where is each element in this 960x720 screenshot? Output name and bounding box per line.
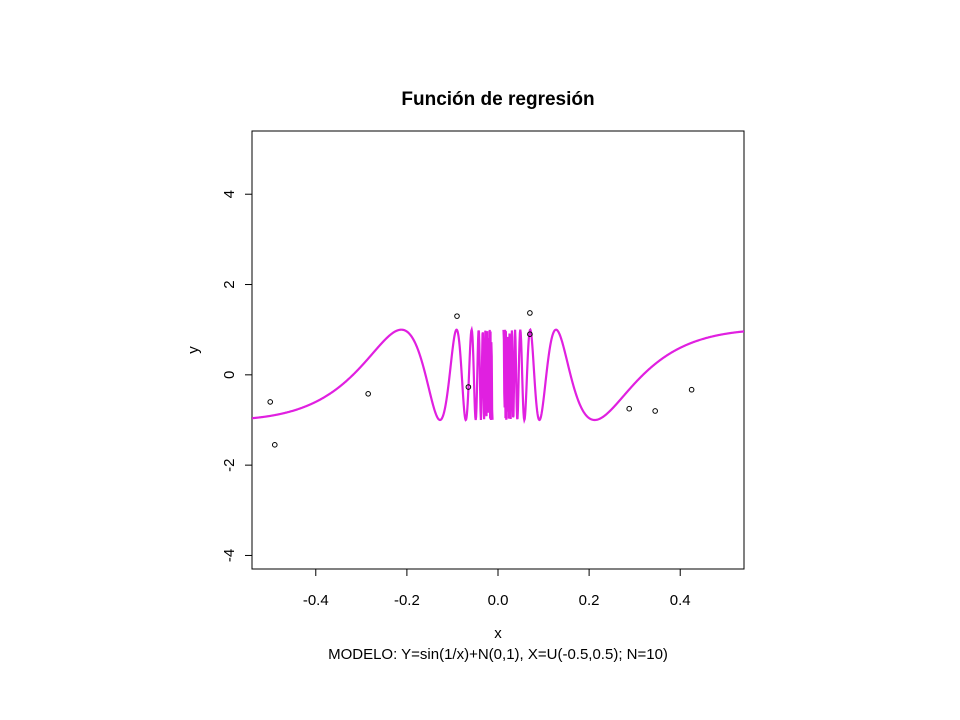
chart-title: Función de regresión: [401, 89, 594, 110]
regression-curve: [252, 325, 744, 425]
y-tick-label: -2: [221, 458, 238, 471]
plot-area-frame: [251, 130, 745, 570]
y-tick-label: 0: [221, 371, 238, 379]
x-tick-label: -0.2: [394, 592, 420, 609]
x-axis-label: x: [494, 625, 502, 642]
data-point: [454, 313, 460, 319]
data-point: [626, 405, 633, 412]
data-point: [465, 384, 472, 390]
x-tick-label: 0.2: [579, 592, 600, 609]
data-point: [652, 408, 658, 414]
y-axis-label: y: [185, 346, 202, 354]
x-axis: -0.4 -0.2 0.0 0.2 0.4: [303, 569, 691, 609]
plot-layer: [252, 310, 744, 448]
model-subtitle: MODELO: Y=sin(1/x)+N(0,1), X=U(-0.5,0.5)…: [328, 646, 668, 663]
data-point: [271, 442, 278, 448]
y-tick-label: 2: [221, 280, 238, 288]
data-point: [527, 331, 533, 337]
data-point: [688, 386, 695, 393]
y-tick-label: -4: [221, 549, 238, 562]
data-point: [527, 310, 533, 316]
y-axis: -4 -2 0 2 4: [221, 190, 252, 562]
data-point: [267, 399, 274, 405]
y-tick-label: 4: [221, 190, 238, 198]
x-tick-label: 0.4: [670, 592, 691, 609]
x-tick-label: -0.4: [303, 592, 329, 609]
data-point: [365, 391, 371, 397]
x-tick-label: 0.0: [488, 592, 509, 609]
